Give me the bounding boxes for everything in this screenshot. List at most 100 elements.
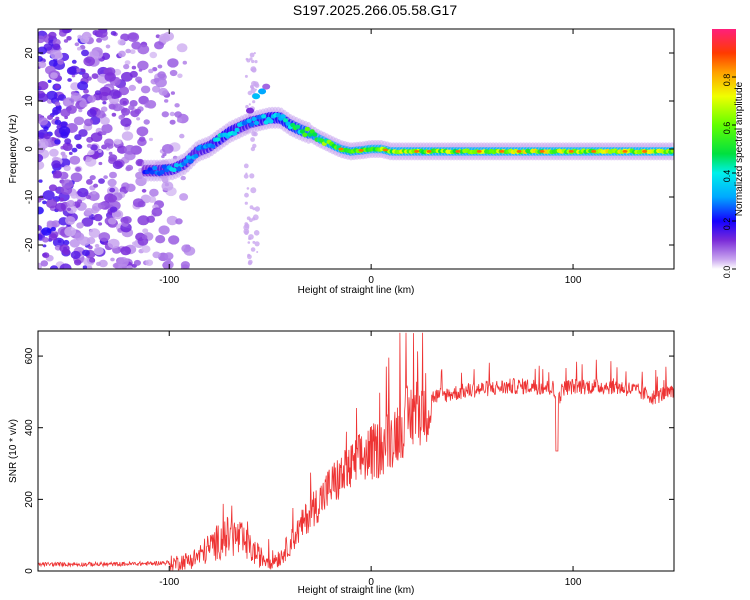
noise-blob [110, 257, 115, 262]
noise-blob [149, 51, 158, 59]
ridge-core [149, 170, 155, 175]
ridge-core [246, 118, 252, 124]
noise-blob [250, 66, 257, 72]
noise-blob [38, 81, 49, 91]
snr-ylabel: SNR (10 * v/v) [8, 419, 19, 483]
noise-blob [101, 52, 111, 60]
y-tick-label: 0 [24, 146, 35, 152]
noise-blob [126, 265, 133, 269]
ridge-core [234, 127, 240, 133]
noise-blob [55, 116, 60, 121]
noise-blob [66, 105, 77, 114]
noise-blob [38, 234, 43, 240]
noise-blob [68, 151, 73, 155]
noise-blob [251, 80, 257, 87]
noise-blob [57, 94, 67, 101]
noise-blob [109, 187, 116, 193]
noise-blob [70, 172, 83, 183]
noise-blob [249, 52, 255, 58]
noise-blob [179, 133, 185, 139]
noise-blob [134, 108, 142, 115]
noise-blob [125, 48, 131, 54]
noise-blob [84, 208, 94, 216]
noise-blob [250, 247, 256, 252]
noise-blob [145, 259, 154, 266]
noise-blob [69, 155, 81, 165]
noise-blob [83, 118, 94, 127]
noise-blob [88, 245, 93, 250]
noise-blob [142, 228, 149, 234]
ridge-peak [358, 149, 364, 152]
noise-blob [117, 145, 127, 154]
noise-blob [93, 183, 99, 188]
y-tick-label: -20 [24, 237, 35, 252]
noise-blob [100, 116, 110, 125]
noise-blob [42, 190, 55, 201]
noise-blob [55, 105, 62, 111]
ridge-peak [568, 150, 574, 153]
noise-blob [98, 259, 108, 268]
noise-blob [243, 224, 250, 231]
ridge-blob [262, 83, 271, 90]
noise-blob [99, 86, 111, 97]
noise-blob [174, 103, 180, 108]
noise-blob [93, 213, 103, 222]
ridge-core [285, 121, 291, 126]
noise-blob [70, 92, 82, 102]
noise-blob [89, 175, 96, 181]
noise-blob [253, 52, 256, 55]
noise-blob [141, 188, 147, 193]
noise-blob [254, 206, 260, 212]
noise-blob [79, 236, 91, 246]
noise-blob [244, 230, 249, 235]
colorbar: 0.0 0.2 0.4 0.6 0.8 Normalized spectral ampl… [712, 29, 745, 278]
noise-blob [96, 29, 108, 38]
snr-xlabel: Height of straight line (km) [298, 585, 415, 596]
noise-blob [50, 72, 58, 79]
ridge-peak [476, 150, 482, 153]
noise-blob [96, 261, 101, 266]
noise-blob [133, 259, 141, 266]
noise-blob [38, 225, 42, 231]
noise-blob [157, 64, 163, 69]
noise-blob [162, 152, 167, 157]
noise-blob [121, 107, 131, 116]
noise-blob [247, 253, 251, 257]
ridge-peak [622, 150, 628, 153]
snr-axes: -100 0 100 0 200 400 600 [24, 331, 674, 588]
noise-blob [88, 228, 101, 238]
noise-blob [105, 44, 111, 49]
noise-blob [253, 230, 260, 236]
noise-blob [131, 65, 137, 70]
noise-blob [158, 87, 168, 96]
noise-blob [63, 165, 71, 172]
noise-blob [143, 119, 150, 125]
noise-blob [245, 104, 249, 109]
noise-blob [61, 179, 74, 189]
noise-blob [67, 78, 72, 82]
ridge-core [304, 126, 310, 132]
ridge-core [312, 132, 318, 137]
ridge-core [309, 129, 315, 134]
noise-blob [74, 42, 80, 47]
noise-blob [141, 245, 151, 253]
ridge-core [159, 170, 165, 175]
noise-blob [78, 108, 83, 113]
noise-blob [96, 37, 103, 43]
noise-blob [158, 33, 170, 43]
colorbar-tick-label: 0.6 [722, 122, 732, 135]
y-tick-label: 20 [24, 47, 35, 59]
noise-blob [71, 74, 76, 78]
noise-blob [249, 205, 254, 210]
ridge-core [215, 137, 221, 142]
noise-blob [137, 215, 150, 226]
noise-blob [136, 126, 149, 137]
noise-blob [127, 32, 140, 42]
noise-blob [108, 217, 117, 225]
noise-blob [128, 84, 136, 91]
noise-blob [177, 73, 183, 79]
spectrogram-xlabel: Height of straight line (km) [298, 285, 415, 296]
ridge-core [295, 124, 301, 129]
